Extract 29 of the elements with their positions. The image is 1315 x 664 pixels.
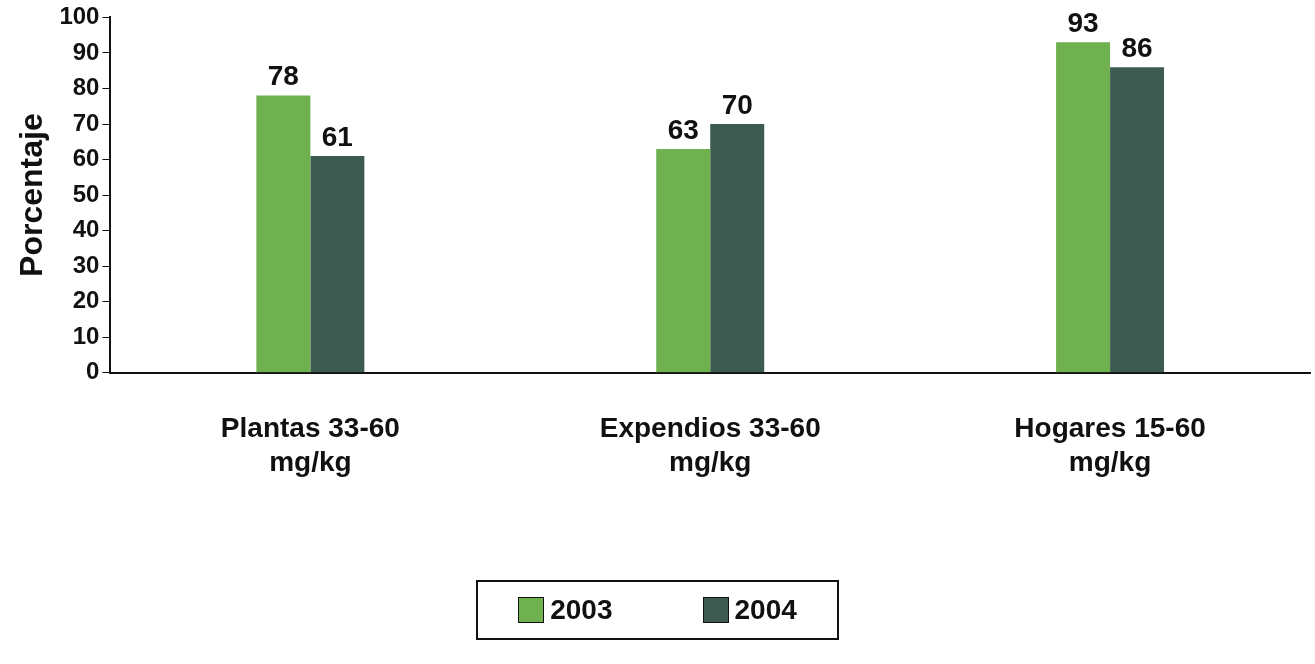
y-tick-label: 80 [72, 73, 100, 101]
bar [1056, 42, 1111, 373]
x-tick-label: Plantas 33-60 mg/kg [220, 412, 400, 477]
y-tick-label: 50 [72, 179, 100, 207]
bar [1110, 67, 1165, 373]
data-label: 61 [321, 120, 353, 152]
data-label: 78 [267, 60, 299, 92]
y-tick-label: 0 [86, 357, 100, 385]
x-tick-label: Expendios 33-60 mg/kg [599, 412, 821, 477]
bar [656, 148, 711, 373]
y-tick-label: 60 [72, 144, 100, 172]
y-tick-label: 20 [72, 286, 100, 314]
y-tick-label: 70 [72, 108, 100, 136]
bar [710, 124, 765, 373]
data-label: 86 [1121, 31, 1153, 63]
y-tick-label: 90 [72, 37, 100, 65]
y-axis-title: Porcentaje [13, 113, 50, 277]
x-tick-label: Hogares 15-60 mg/kg [1014, 412, 1206, 477]
y-tick-label: 10 [72, 321, 100, 349]
y-tick-label: 100 [59, 2, 100, 30]
y-tick-label: 40 [72, 215, 100, 243]
bar [256, 95, 311, 373]
legend-label: 2004 [734, 594, 797, 626]
data-label: 70 [721, 88, 753, 120]
data-label: 63 [667, 113, 699, 145]
bar [310, 156, 365, 373]
data-label: 93 [1067, 7, 1099, 38]
legend-label: 2003 [550, 594, 613, 626]
y-tick-label: 30 [72, 250, 100, 278]
